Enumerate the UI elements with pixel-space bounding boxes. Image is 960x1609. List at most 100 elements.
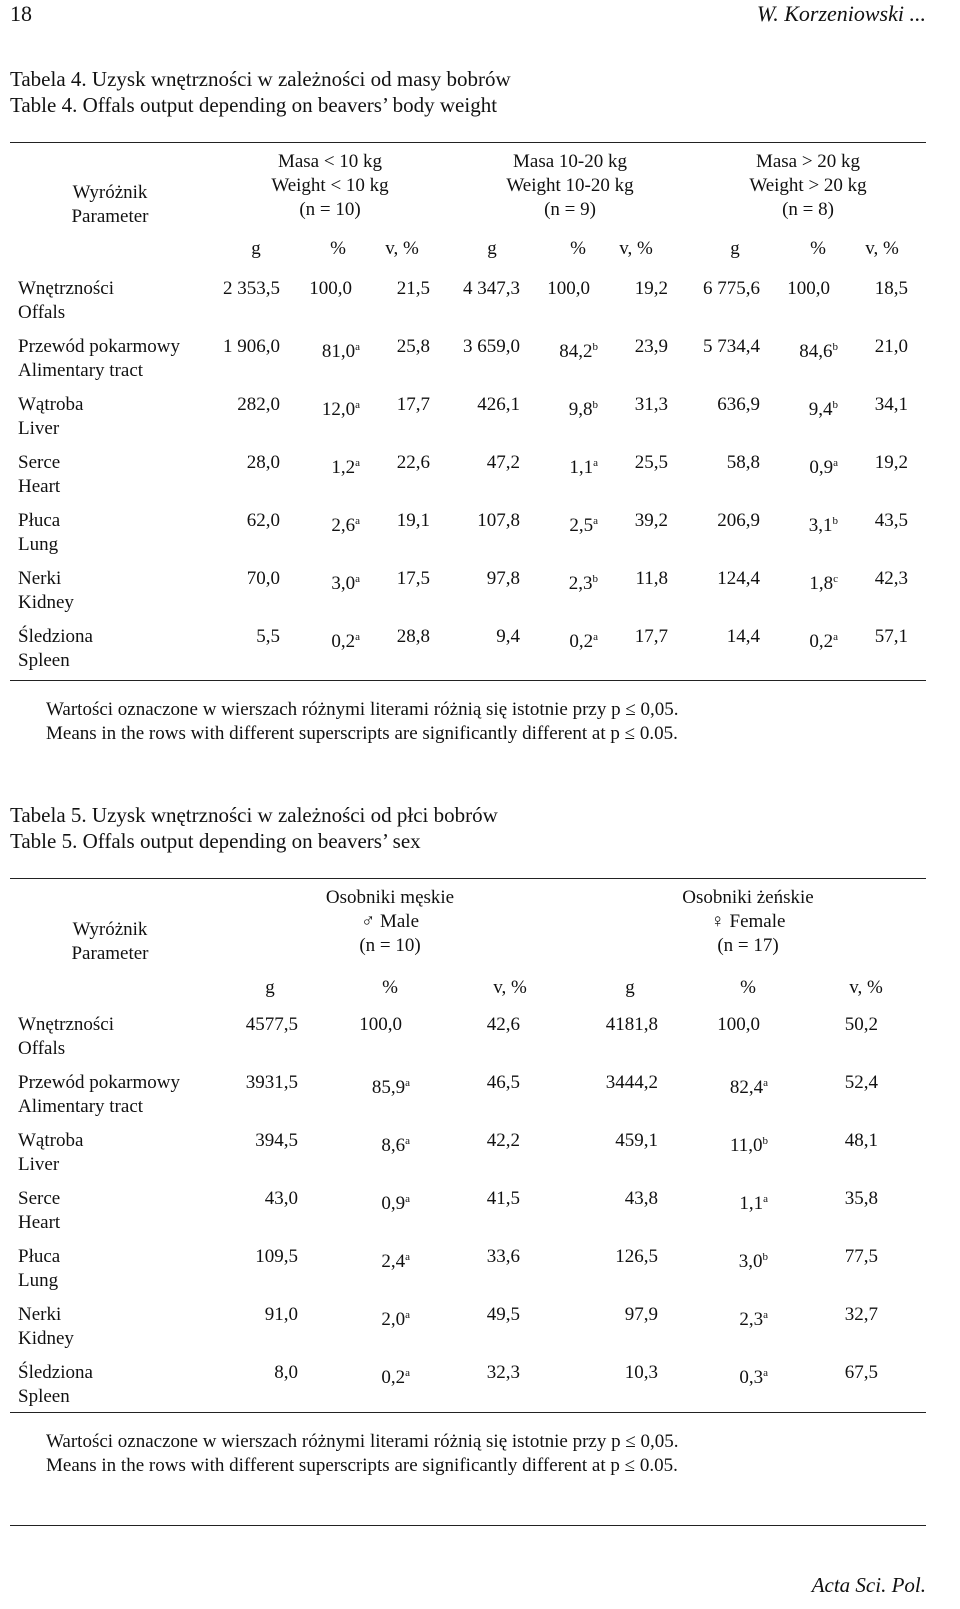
- subheader: g: [265, 977, 275, 998]
- group-header: ♀ Female: [710, 911, 786, 932]
- cell: 1,2a: [331, 452, 360, 479]
- cell: 43,5: [874, 510, 908, 531]
- row-label: Liver: [18, 1154, 60, 1175]
- row-label: Śledziona: [18, 1362, 93, 1383]
- cell-value: 3,1: [808, 515, 833, 536]
- row-label: Alimentary tract: [18, 1096, 144, 1117]
- cell: 19,1: [396, 510, 430, 531]
- row-label: Nerki: [18, 568, 62, 589]
- cell: 9,4b: [809, 394, 838, 421]
- parameter-header: Parameter: [71, 206, 149, 227]
- cell: 9,8b: [569, 394, 598, 421]
- subheader: g: [251, 238, 261, 259]
- row-label: Wątroba: [18, 1130, 84, 1151]
- cell: 9,4: [496, 626, 520, 647]
- cell: 8,0: [274, 1362, 298, 1383]
- cell-value: 0,3: [739, 1367, 764, 1388]
- caption: Tabela 4. Uzysk wnętrzności w zależności…: [10, 67, 511, 91]
- parameter-header: Parameter: [71, 943, 149, 964]
- cell-value: 8,6: [381, 1135, 406, 1156]
- cell: 3,0a: [331, 568, 360, 595]
- cell: 50,2: [844, 1014, 878, 1035]
- cell-superscript: a: [763, 1077, 768, 1089]
- cell: 67,5: [844, 1362, 878, 1383]
- row-label: Liver: [18, 418, 60, 439]
- cell: 33,6: [486, 1246, 520, 1267]
- cell: 0,2a: [331, 626, 360, 653]
- cell: 1,1a: [739, 1188, 768, 1215]
- cell-superscript: a: [833, 457, 838, 469]
- row-label: Śledziona: [18, 626, 93, 647]
- row-label: Przewód pokarmowy: [18, 336, 180, 357]
- cell: 2,3a: [739, 1304, 768, 1331]
- row-label: Lung: [18, 1270, 59, 1291]
- cell: 21,0: [874, 336, 908, 357]
- cell-value: 81,0: [321, 341, 356, 362]
- cell: 18,5: [874, 278, 908, 299]
- cell: 10,3: [624, 1362, 658, 1383]
- cell: 126,5: [615, 1246, 658, 1267]
- row-label: Kidney: [18, 592, 74, 613]
- cell-value: 0,2: [331, 631, 356, 652]
- group-header: Osobniki żeńskie: [682, 887, 814, 908]
- row-label: Serce: [18, 452, 61, 473]
- cell: 3 659,0: [463, 336, 520, 357]
- cell: 49,5: [486, 1304, 520, 1325]
- running-head: W. Korzeniowski ...: [756, 1, 926, 26]
- cell: 1,1a: [569, 452, 598, 479]
- cell: 52,4: [844, 1072, 878, 1093]
- cell: 82,4a: [730, 1072, 768, 1099]
- group-header: (n = 10): [299, 199, 361, 220]
- rule: [10, 1525, 926, 1526]
- cell: 1 906,0: [223, 336, 280, 357]
- cell-superscript: a: [405, 1251, 410, 1263]
- cell: 57,1: [874, 626, 908, 647]
- cell: 28,0: [246, 452, 280, 473]
- cell: 109,5: [255, 1246, 298, 1267]
- cell: 19,2: [634, 278, 668, 299]
- cell-value: 0,9: [809, 457, 834, 478]
- cell: 81,0a: [322, 336, 360, 363]
- cell: 4577,5: [245, 1014, 298, 1035]
- cell-superscript: a: [593, 515, 598, 527]
- cell-value: 2,3: [739, 1309, 764, 1330]
- subheader: %: [810, 238, 826, 259]
- row-label: Wnętrzności: [18, 278, 115, 299]
- cell-value: 2,6: [331, 515, 356, 536]
- cell: 17,5: [396, 568, 430, 589]
- cell: 8,6a: [381, 1130, 410, 1157]
- cell: 47,2: [486, 452, 520, 473]
- group-header: Osobniki męskie: [325, 887, 455, 908]
- subheader: v, %: [849, 977, 883, 998]
- cell: 84,6b: [799, 336, 838, 363]
- row-label: Serce: [18, 1188, 61, 1209]
- row-label: Kidney: [18, 1328, 74, 1349]
- subheader: g: [487, 238, 497, 259]
- cell: 11,0b: [730, 1130, 768, 1157]
- subheader: v, %: [385, 238, 419, 259]
- cell-value: 0,9: [381, 1193, 406, 1214]
- cell: 35,8: [844, 1188, 878, 1209]
- cell: 4181,8: [605, 1014, 658, 1035]
- cell-superscript: c: [833, 573, 838, 585]
- cell: 22,6: [396, 452, 430, 473]
- group-header: (n = 9): [544, 199, 596, 220]
- cell: 25,5: [634, 452, 668, 473]
- row-label: Spleen: [18, 650, 70, 671]
- cell-value: 11,0: [729, 1135, 763, 1156]
- cell-superscript: b: [592, 573, 599, 585]
- group-header: Masa 10-20 kg: [513, 151, 627, 172]
- cell: 21,5: [396, 278, 430, 299]
- rule: [10, 142, 926, 143]
- subheader: v, %: [493, 977, 527, 998]
- cell: 426,1: [477, 394, 520, 415]
- group-header: (n = 17): [717, 935, 779, 956]
- cell: 43,0: [264, 1188, 298, 1209]
- subheader: g: [625, 977, 635, 998]
- footnote: Wartości oznaczone w wierszach różnymi l…: [46, 699, 679, 720]
- parameter-header: Wyróżnik: [72, 919, 148, 940]
- row-label: Wnętrzności: [18, 1014, 115, 1035]
- subheader: v, %: [865, 238, 899, 259]
- row-label: Offals: [18, 302, 66, 323]
